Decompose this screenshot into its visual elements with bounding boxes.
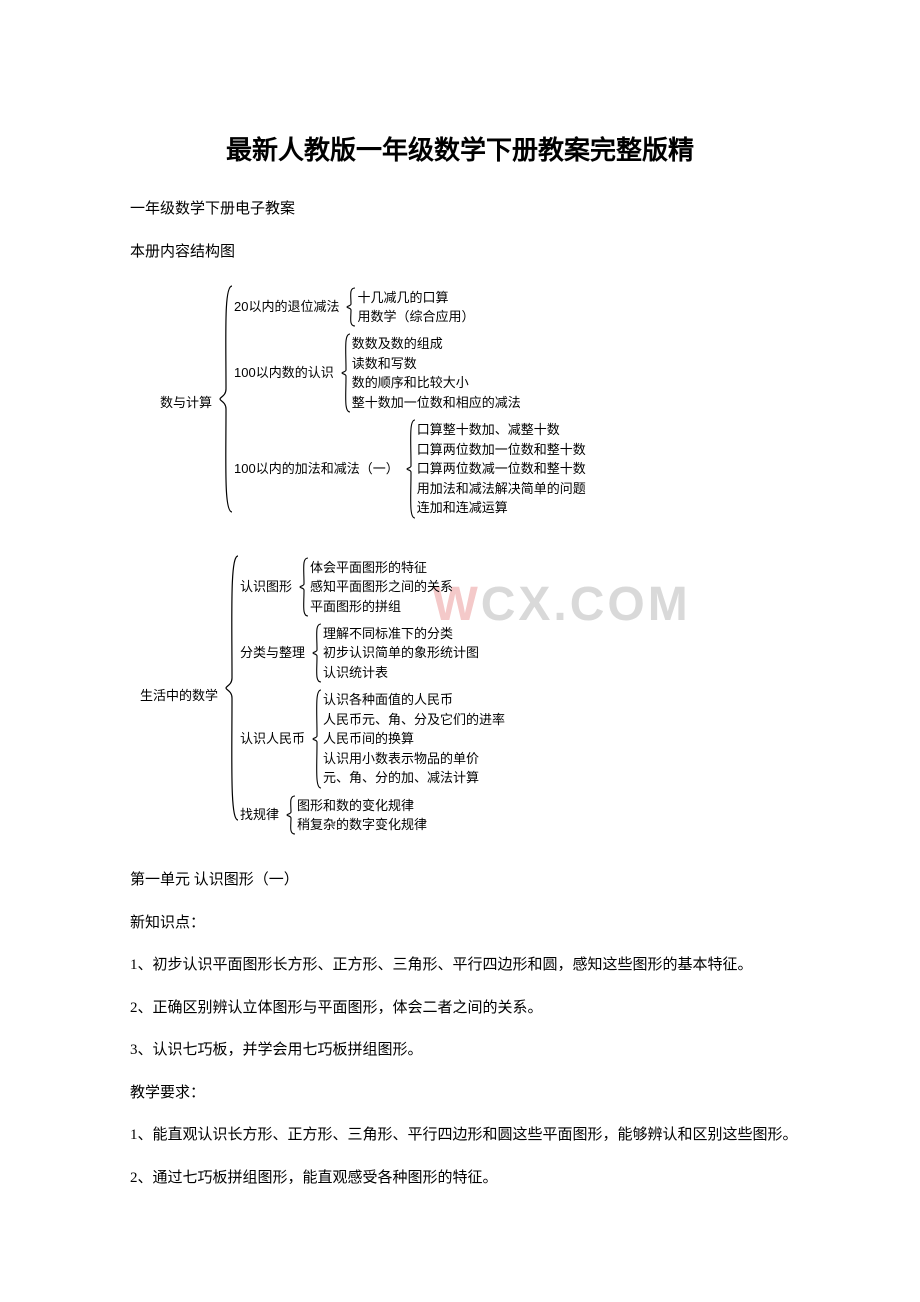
- new-knowledge-2: 2、正确区别辨认立体图形与平面图形，体会二者之间的关系。: [100, 994, 820, 1023]
- brace-icon: [311, 688, 323, 790]
- tree1-b2-c2: 数的顺序和比较大小: [352, 373, 521, 393]
- tree2-b3-c3: 认识用小数表示物品的单价: [323, 749, 505, 769]
- tree2-b1-c1: 感知平面图形之间的关系: [310, 577, 453, 597]
- tree2-b3-c4: 元、角、分的加、减法计算: [323, 768, 505, 788]
- tree2-b4-label: 找规律: [240, 805, 285, 825]
- brace-icon: [340, 332, 352, 414]
- tree1-b3-c2: 口算两位数减一位数和整十数: [417, 459, 586, 479]
- tree1-branch-2: 100以内数的认识 数数及数的组成 读数和写数 数的顺序和比较大小 整十数加一位…: [234, 332, 586, 414]
- tree1-branch-1: 20以内的退位减法 十几减几的口算 用数学（综合应用）: [234, 286, 586, 328]
- new-knowledge-1: 1、初步认识平面图形长方形、正方形、三角形、平行四边形和圆，感知这些图形的基本特…: [100, 951, 820, 980]
- new-knowledge-3: 3、认识七巧板，并学会用七巧板拼组图形。: [100, 1036, 820, 1065]
- tree1-b1-label: 20以内的退位减法: [234, 297, 345, 317]
- tree1-b2-c0: 数数及数的组成: [352, 334, 521, 354]
- tree2-b2-c0: 理解不同标准下的分类: [323, 624, 479, 644]
- brace-icon: [224, 554, 240, 822]
- section-heading: 第一单元 认识图形（一）: [100, 866, 820, 895]
- structure-tree-1: 数与计算 20以内的退位减法 十几减几的口算 用数学（综合应用） 10: [160, 284, 820, 522]
- intro-line-2: 本册内容结构图: [100, 238, 820, 267]
- tree1-b2-c1: 读数和写数: [352, 354, 521, 374]
- tree2-b4-c1: 稍复杂的数字变化规律: [297, 815, 427, 835]
- document-title: 最新人教版一年级数学下册教案完整版精: [100, 130, 820, 167]
- tree1-b1-c1: 用数学（综合应用）: [357, 307, 474, 327]
- tree2-b1-c0: 体会平面图形的特征: [310, 558, 453, 578]
- tree2-branch-4: 找规律 图形和数的变化规律 稍复杂的数字变化规律: [240, 794, 505, 836]
- tree2-b2-c1: 初步认识简单的象形统计图: [323, 643, 479, 663]
- tree1-b2-label: 100以内数的认识: [234, 363, 340, 383]
- tree1-b3-c0: 口算整十数加、减整十数: [417, 420, 586, 440]
- brace-icon: [311, 622, 323, 684]
- tree2-branch-3: 认识人民币 认识各种面值的人民币 人民币元、角、分及它们的进率 人民币间的换算 …: [240, 688, 505, 790]
- brace-icon: [298, 556, 310, 618]
- tree2-b3-label: 认识人民币: [240, 729, 311, 749]
- tree1-b3-label: 100以内的加法和减法（一）: [234, 459, 405, 479]
- teaching-req-2: 2、通过七巧板拼组图形，能直观感受各种图形的特征。: [100, 1164, 820, 1193]
- tree2-b1-label: 认识图形: [240, 577, 298, 597]
- tree2-b4-c0: 图形和数的变化规律: [297, 796, 427, 816]
- tree2-branch-2: 分类与整理 理解不同标准下的分类 初步认识简单的象形统计图 认识统计表: [240, 622, 505, 684]
- brace-icon: [405, 418, 417, 520]
- tree2-b2-c2: 认识统计表: [323, 663, 479, 683]
- tree1-branch-3: 100以内的加法和减法（一） 口算整十数加、减整十数 口算两位数加一位数和整十数…: [234, 418, 586, 520]
- tree2-b3-c2: 人民币间的换算: [323, 729, 505, 749]
- tree1-root-label: 数与计算: [160, 393, 218, 413]
- brace-icon: [345, 286, 357, 328]
- tree1-b3-c3: 用加法和减法解决简单的问题: [417, 479, 586, 499]
- tree2-root-label: 生活中的数学: [140, 686, 224, 706]
- brace-icon: [218, 284, 234, 514]
- new-knowledge-heading: 新知识点：: [100, 909, 820, 938]
- tree2-b3-c0: 认识各种面值的人民币: [323, 690, 505, 710]
- tree1-b2-c3: 整十数加一位数和相应的减法: [352, 393, 521, 413]
- tree2-b3-c1: 人民币元、角、分及它们的进率: [323, 710, 505, 730]
- tree1-b1-c0: 十几减几的口算: [357, 288, 474, 308]
- tree1-b3-c1: 口算两位数加一位数和整十数: [417, 440, 586, 460]
- intro-line-1: 一年级数学下册电子教案: [100, 195, 820, 224]
- tree2-b2-label: 分类与整理: [240, 643, 311, 663]
- tree1-b3-c4: 连加和连减运算: [417, 498, 586, 518]
- brace-icon: [285, 794, 297, 836]
- structure-tree-2: WCX.COM 生活中的数学 认识图形 体会平面图形的特征 感知: [140, 554, 820, 838]
- teaching-req-1: 1、能直观认识长方形、正方形、三角形、平行四边形和圆这些平面图形，能够辨认和区别…: [100, 1121, 820, 1150]
- tree2-b1-c2: 平面图形的拼组: [310, 597, 453, 617]
- tree2-branch-1: 认识图形 体会平面图形的特征 感知平面图形之间的关系 平面图形的拼组: [240, 556, 505, 618]
- teaching-req-heading: 教学要求：: [100, 1079, 820, 1108]
